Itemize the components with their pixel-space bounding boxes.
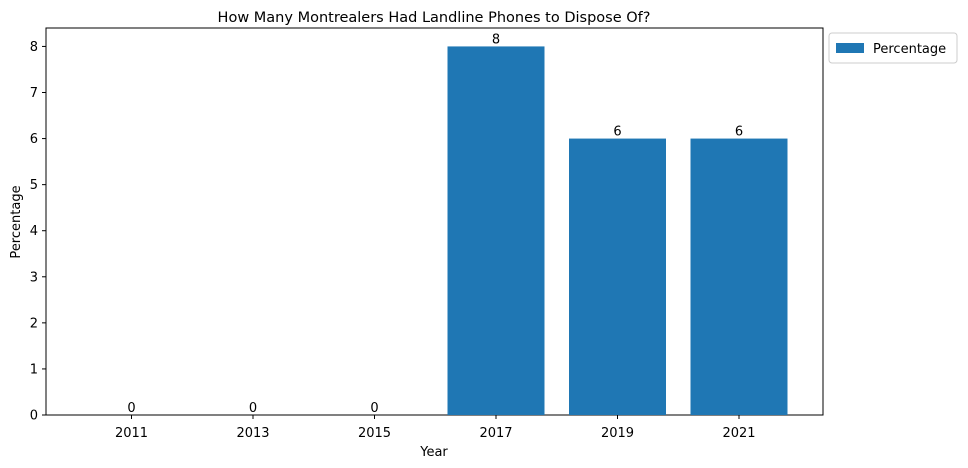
x-tick-label: 2013	[236, 426, 269, 441]
y-tick-label: 8	[30, 40, 38, 55]
y-tick-label: 6	[30, 132, 38, 147]
x-tick-label: 2019	[601, 426, 634, 441]
x-axis: 2011 2013 2015 2017 2019 2021	[115, 415, 756, 441]
data-label-2021: 6	[735, 125, 743, 140]
data-label-2013: 0	[249, 401, 257, 416]
data-label-2019: 6	[613, 125, 621, 140]
y-tick-label: 4	[30, 224, 38, 239]
y-axis: 0 1 2 3 4 5 6 7 8	[30, 40, 46, 424]
data-label-2015: 0	[370, 401, 378, 416]
x-tick-label: 2015	[358, 426, 391, 441]
y-tick-label: 1	[30, 362, 38, 377]
x-axis-label: Year	[419, 445, 448, 460]
y-tick-label: 2	[30, 316, 38, 331]
y-tick-label: 3	[30, 270, 38, 285]
data-label-2011: 0	[127, 401, 135, 416]
x-tick-label: 2017	[479, 426, 512, 441]
legend-label: Percentage	[873, 42, 946, 57]
plot-area	[45, 27, 824, 416]
y-tick-label: 0	[30, 409, 38, 424]
legend-swatch	[836, 43, 864, 53]
y-tick-label: 7	[30, 86, 38, 101]
bar-2017	[447, 46, 545, 416]
bar-2021	[690, 138, 788, 416]
bar-2019	[569, 138, 666, 416]
x-tick-label: 2011	[115, 426, 148, 441]
y-tick-label: 5	[30, 178, 38, 193]
data-label-2017: 8	[492, 32, 500, 47]
legend: Percentage	[828, 32, 958, 64]
x-tick-label: 2021	[722, 426, 755, 441]
chart-title: How Many Montrealers Had Landline Phones…	[218, 10, 651, 26]
bars-layer: 0 0 0 8 6 6	[127, 32, 788, 416]
y-axis-label: Percentage	[9, 185, 24, 258]
legend-frame	[828, 32, 958, 64]
